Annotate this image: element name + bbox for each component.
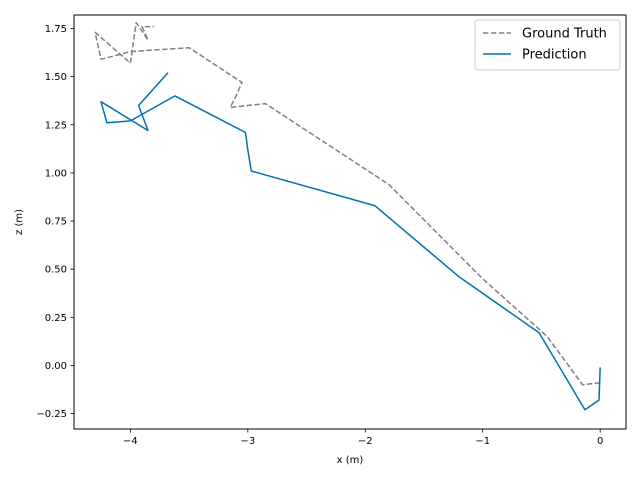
y-axis-ticks: −0.25 0.00 0.25 0.50 0.75 1.00 1.25 1.50 1.75 xyxy=(36,24,74,420)
y-tick-label: 0.50 xyxy=(45,265,67,276)
x-axis-ticks: −4 −3 −2 −1 0 xyxy=(123,429,603,447)
y-tick-label: 1.50 xyxy=(45,72,67,83)
plot-frame xyxy=(73,14,627,430)
legend-label-ground-truth: Ground Truth xyxy=(522,27,607,42)
x-tick-label: −2 xyxy=(358,436,373,447)
plot-lines xyxy=(94,21,601,411)
y-axis-label: z (m) xyxy=(14,209,25,235)
x-tick-label: −4 xyxy=(123,436,138,447)
y-tick-label: 0.75 xyxy=(45,217,67,228)
y-tick-label: 1.25 xyxy=(45,120,67,131)
x-tick-label: −1 xyxy=(475,436,490,447)
y-tick-label: 0.00 xyxy=(45,361,67,372)
y-tick-label: 0.25 xyxy=(45,313,67,324)
y-tick-label: 1.00 xyxy=(45,168,67,179)
series-line-ground-truth xyxy=(94,21,601,386)
x-tick-label: −3 xyxy=(240,436,255,447)
y-tick-label: 1.75 xyxy=(45,24,67,35)
series-line-prediction xyxy=(100,72,601,411)
y-tick-label: −0.25 xyxy=(36,409,67,420)
legend: Ground Truth Prediction xyxy=(474,19,621,71)
x-axis-label: x (m) xyxy=(337,455,364,466)
x-tick-label: 0 xyxy=(597,436,603,447)
legend-label-prediction: Prediction xyxy=(522,48,587,63)
legend-box xyxy=(474,19,621,71)
